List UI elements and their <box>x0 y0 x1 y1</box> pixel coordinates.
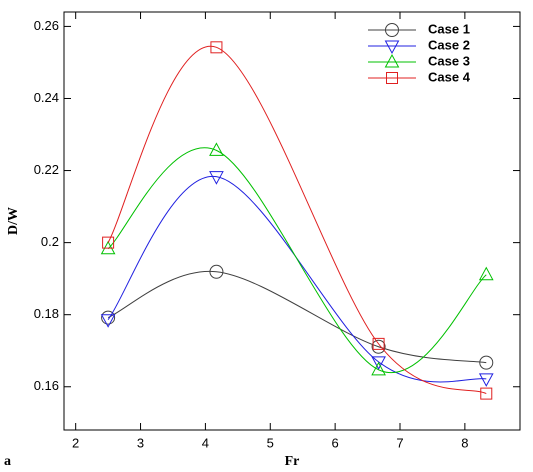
y-tick-label: 0.22 <box>34 162 59 177</box>
marker <box>209 264 224 279</box>
x-tick-label: 3 <box>137 435 144 450</box>
series-line <box>107 271 487 364</box>
y-tick-label: 0.26 <box>34 18 59 33</box>
x-tick-label: 5 <box>267 435 274 450</box>
series-line <box>107 176 487 383</box>
marker <box>480 387 493 400</box>
x-tick-label: 4 <box>202 435 209 450</box>
legend-label: Case 1 <box>428 21 470 36</box>
y-tick-label: 0.2 <box>41 234 59 249</box>
marker <box>371 356 386 370</box>
marker <box>100 314 116 328</box>
y-tick-label: 0.24 <box>34 90 59 105</box>
legend-label: Case 3 <box>428 53 470 68</box>
legend-label: Case 2 <box>428 37 470 52</box>
marker <box>209 171 224 185</box>
marker <box>384 53 400 68</box>
x-tick-label: 6 <box>332 435 339 450</box>
marker <box>371 339 386 354</box>
x-tick-label: 8 <box>461 435 468 450</box>
marker <box>209 142 224 156</box>
x-tick-label: 2 <box>72 435 79 450</box>
y-tick-label: 0.16 <box>34 378 59 393</box>
annotation: a <box>4 454 11 469</box>
marker <box>384 40 400 55</box>
marker <box>101 310 116 325</box>
marker <box>385 23 399 37</box>
x-tick-label: 7 <box>396 435 403 450</box>
marker <box>478 266 494 281</box>
marker <box>479 355 494 370</box>
plot-frame <box>63 11 521 431</box>
y-tick-label: 0.18 <box>34 306 59 321</box>
y-axis-label: D/W <box>6 207 21 235</box>
marker <box>210 41 223 54</box>
marker <box>372 337 385 350</box>
legend-label: Case 4 <box>428 69 471 84</box>
x-axis-label: Fr <box>285 454 300 469</box>
marker <box>386 72 398 84</box>
marker <box>478 373 494 387</box>
marker <box>102 236 115 249</box>
marker <box>371 361 386 376</box>
series-line <box>107 45 487 395</box>
series-line <box>107 147 487 373</box>
